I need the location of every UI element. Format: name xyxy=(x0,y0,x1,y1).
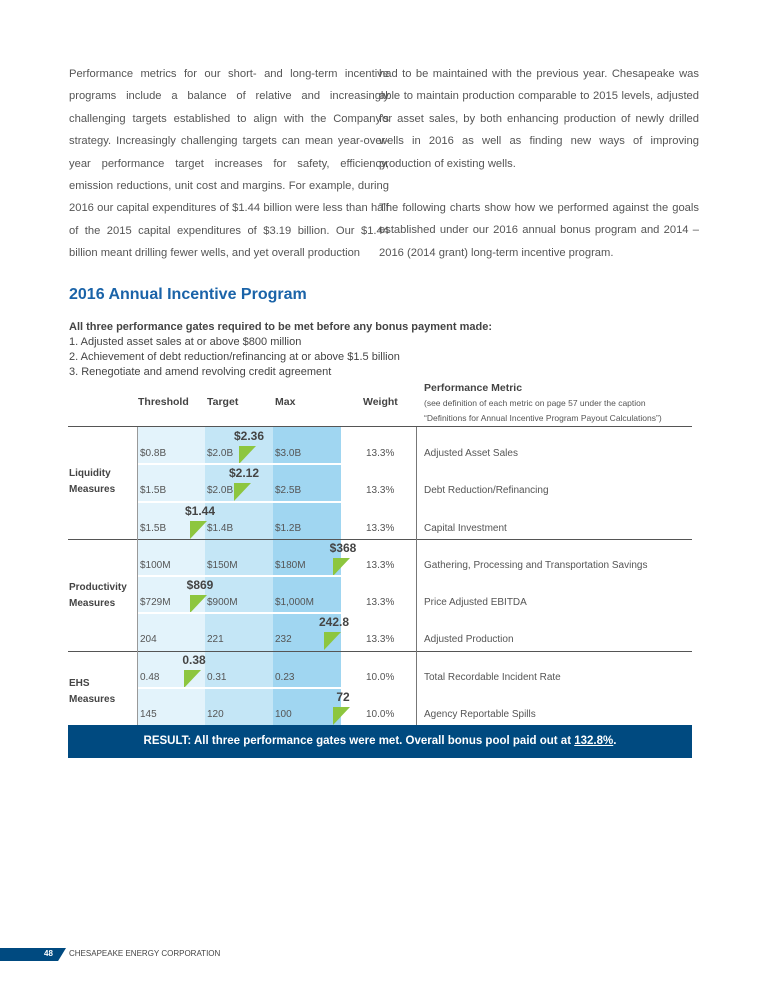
actual-value: 0.38 xyxy=(182,652,206,667)
actual-marker-icon xyxy=(190,520,207,539)
weight-cell: 13.3% xyxy=(366,522,395,534)
metric-cell: Agency Reportable Spills xyxy=(424,708,536,720)
header-max: Max xyxy=(275,396,296,408)
weight-cell: 10.0% xyxy=(366,708,395,720)
actual-marker-icon xyxy=(333,557,350,576)
target-cell: $1.4B xyxy=(207,522,234,534)
actual-value: 242.8 xyxy=(318,615,350,630)
group-ehs: EHS Measures xyxy=(69,678,116,705)
threshold-cell: 0.48 xyxy=(140,671,160,683)
row-divider xyxy=(137,612,341,615)
metric-note: “Definitions for Annual Incentive Progra… xyxy=(424,413,662,423)
actual-value: $2.12 xyxy=(228,466,260,481)
threshold-cell: $729M xyxy=(140,597,171,608)
threshold-cell: $1.5B xyxy=(140,485,167,497)
metric-cell: Adjusted Production xyxy=(424,634,514,646)
actual-value: $2.36 xyxy=(233,429,265,443)
actual-marker-icon xyxy=(184,669,201,688)
actual-value: $869 xyxy=(186,578,214,592)
actual-value: $368 xyxy=(329,540,357,555)
gates-list: All three performance gates required to … xyxy=(69,321,492,378)
metric-cell: Price Adjusted EBITDA xyxy=(424,597,527,608)
metric-note: (see definition of each metric on page 5… xyxy=(424,398,646,408)
row-divider xyxy=(137,686,341,689)
weight-cell: 13.3% xyxy=(366,559,395,571)
metric-cell: Adjusted Asset Sales xyxy=(424,448,518,459)
actual-marker-icon xyxy=(190,595,207,613)
row-divider xyxy=(137,575,341,577)
divider xyxy=(137,427,138,725)
target-cell: 221 xyxy=(207,634,224,646)
target-cell: 0.31 xyxy=(207,671,227,683)
page-number: 48 xyxy=(44,949,53,958)
group-liquidity: Liquidity Measures xyxy=(69,468,116,495)
result-banner: RESULT: All three performance gates were… xyxy=(68,725,692,758)
target-cell: $2.0B xyxy=(207,448,234,459)
target-cell: $900M xyxy=(207,597,238,608)
group-divider xyxy=(68,538,692,540)
result-value: 132.8% xyxy=(574,735,614,747)
weight-cell: 13.3% xyxy=(366,634,395,646)
section-title: 2016 Annual Incentive Program xyxy=(69,286,307,303)
threshold-cell: $1.5B xyxy=(140,522,167,534)
threshold-cell: $100M xyxy=(140,559,171,571)
header-threshold: Threshold xyxy=(138,396,189,408)
threshold-cell: $0.8B xyxy=(140,448,167,459)
group-productivity: Productivity Measures xyxy=(69,582,127,609)
max-cell: 232 xyxy=(275,634,292,646)
max-cell: $3.0B xyxy=(275,448,302,459)
max-cell: 100 xyxy=(275,708,292,720)
page-number-tab xyxy=(0,948,66,961)
actual-marker-icon xyxy=(234,483,251,502)
target-cell: $2.0B xyxy=(207,485,234,497)
target-cell: $150M xyxy=(207,559,238,571)
max-cell: $1,000M xyxy=(275,597,314,608)
row-divider xyxy=(137,500,341,503)
target-cell: 120 xyxy=(207,708,224,720)
footer-company: CHESAPEAKE ENERGY CORPORATION xyxy=(69,949,221,958)
header-metric: Performance Metric xyxy=(424,382,523,394)
max-cell: $2.5B xyxy=(275,485,302,497)
metric-cell: Debt Reduction/Refinancing xyxy=(424,485,549,497)
header-weight: Weight xyxy=(363,396,398,408)
metric-cell: Capital Investment xyxy=(424,522,507,534)
group-divider xyxy=(68,650,692,652)
weight-cell: 13.3% xyxy=(366,597,395,608)
metric-cell: Total Recordable Incident Rate xyxy=(424,671,561,683)
metric-cell: Gathering, Processing and Transportation… xyxy=(424,559,648,571)
actual-value: $1.44 xyxy=(184,503,216,518)
threshold-cell: 145 xyxy=(140,708,157,720)
weight-cell: 13.3% xyxy=(366,448,395,459)
threshold-cell: 204 xyxy=(140,634,157,646)
body-text-right: had to be maintained with the previous y… xyxy=(379,68,699,259)
actual-marker-icon xyxy=(324,632,341,651)
weight-cell: 10.0% xyxy=(366,671,395,683)
actual-marker-icon xyxy=(239,446,256,464)
header-target: Target xyxy=(207,396,239,408)
row-divider xyxy=(137,463,341,466)
max-cell: $1.2B xyxy=(275,522,302,534)
divider xyxy=(416,427,417,725)
actual-value: 72 xyxy=(336,689,350,704)
weight-cell: 13.3% xyxy=(366,485,395,497)
actual-marker-icon xyxy=(333,706,350,725)
table-top-rule xyxy=(68,426,692,427)
body-text-left: Performance metrics for our short- and l… xyxy=(69,68,389,260)
max-cell: $180M xyxy=(275,559,306,571)
max-cell: 0.23 xyxy=(275,671,295,683)
